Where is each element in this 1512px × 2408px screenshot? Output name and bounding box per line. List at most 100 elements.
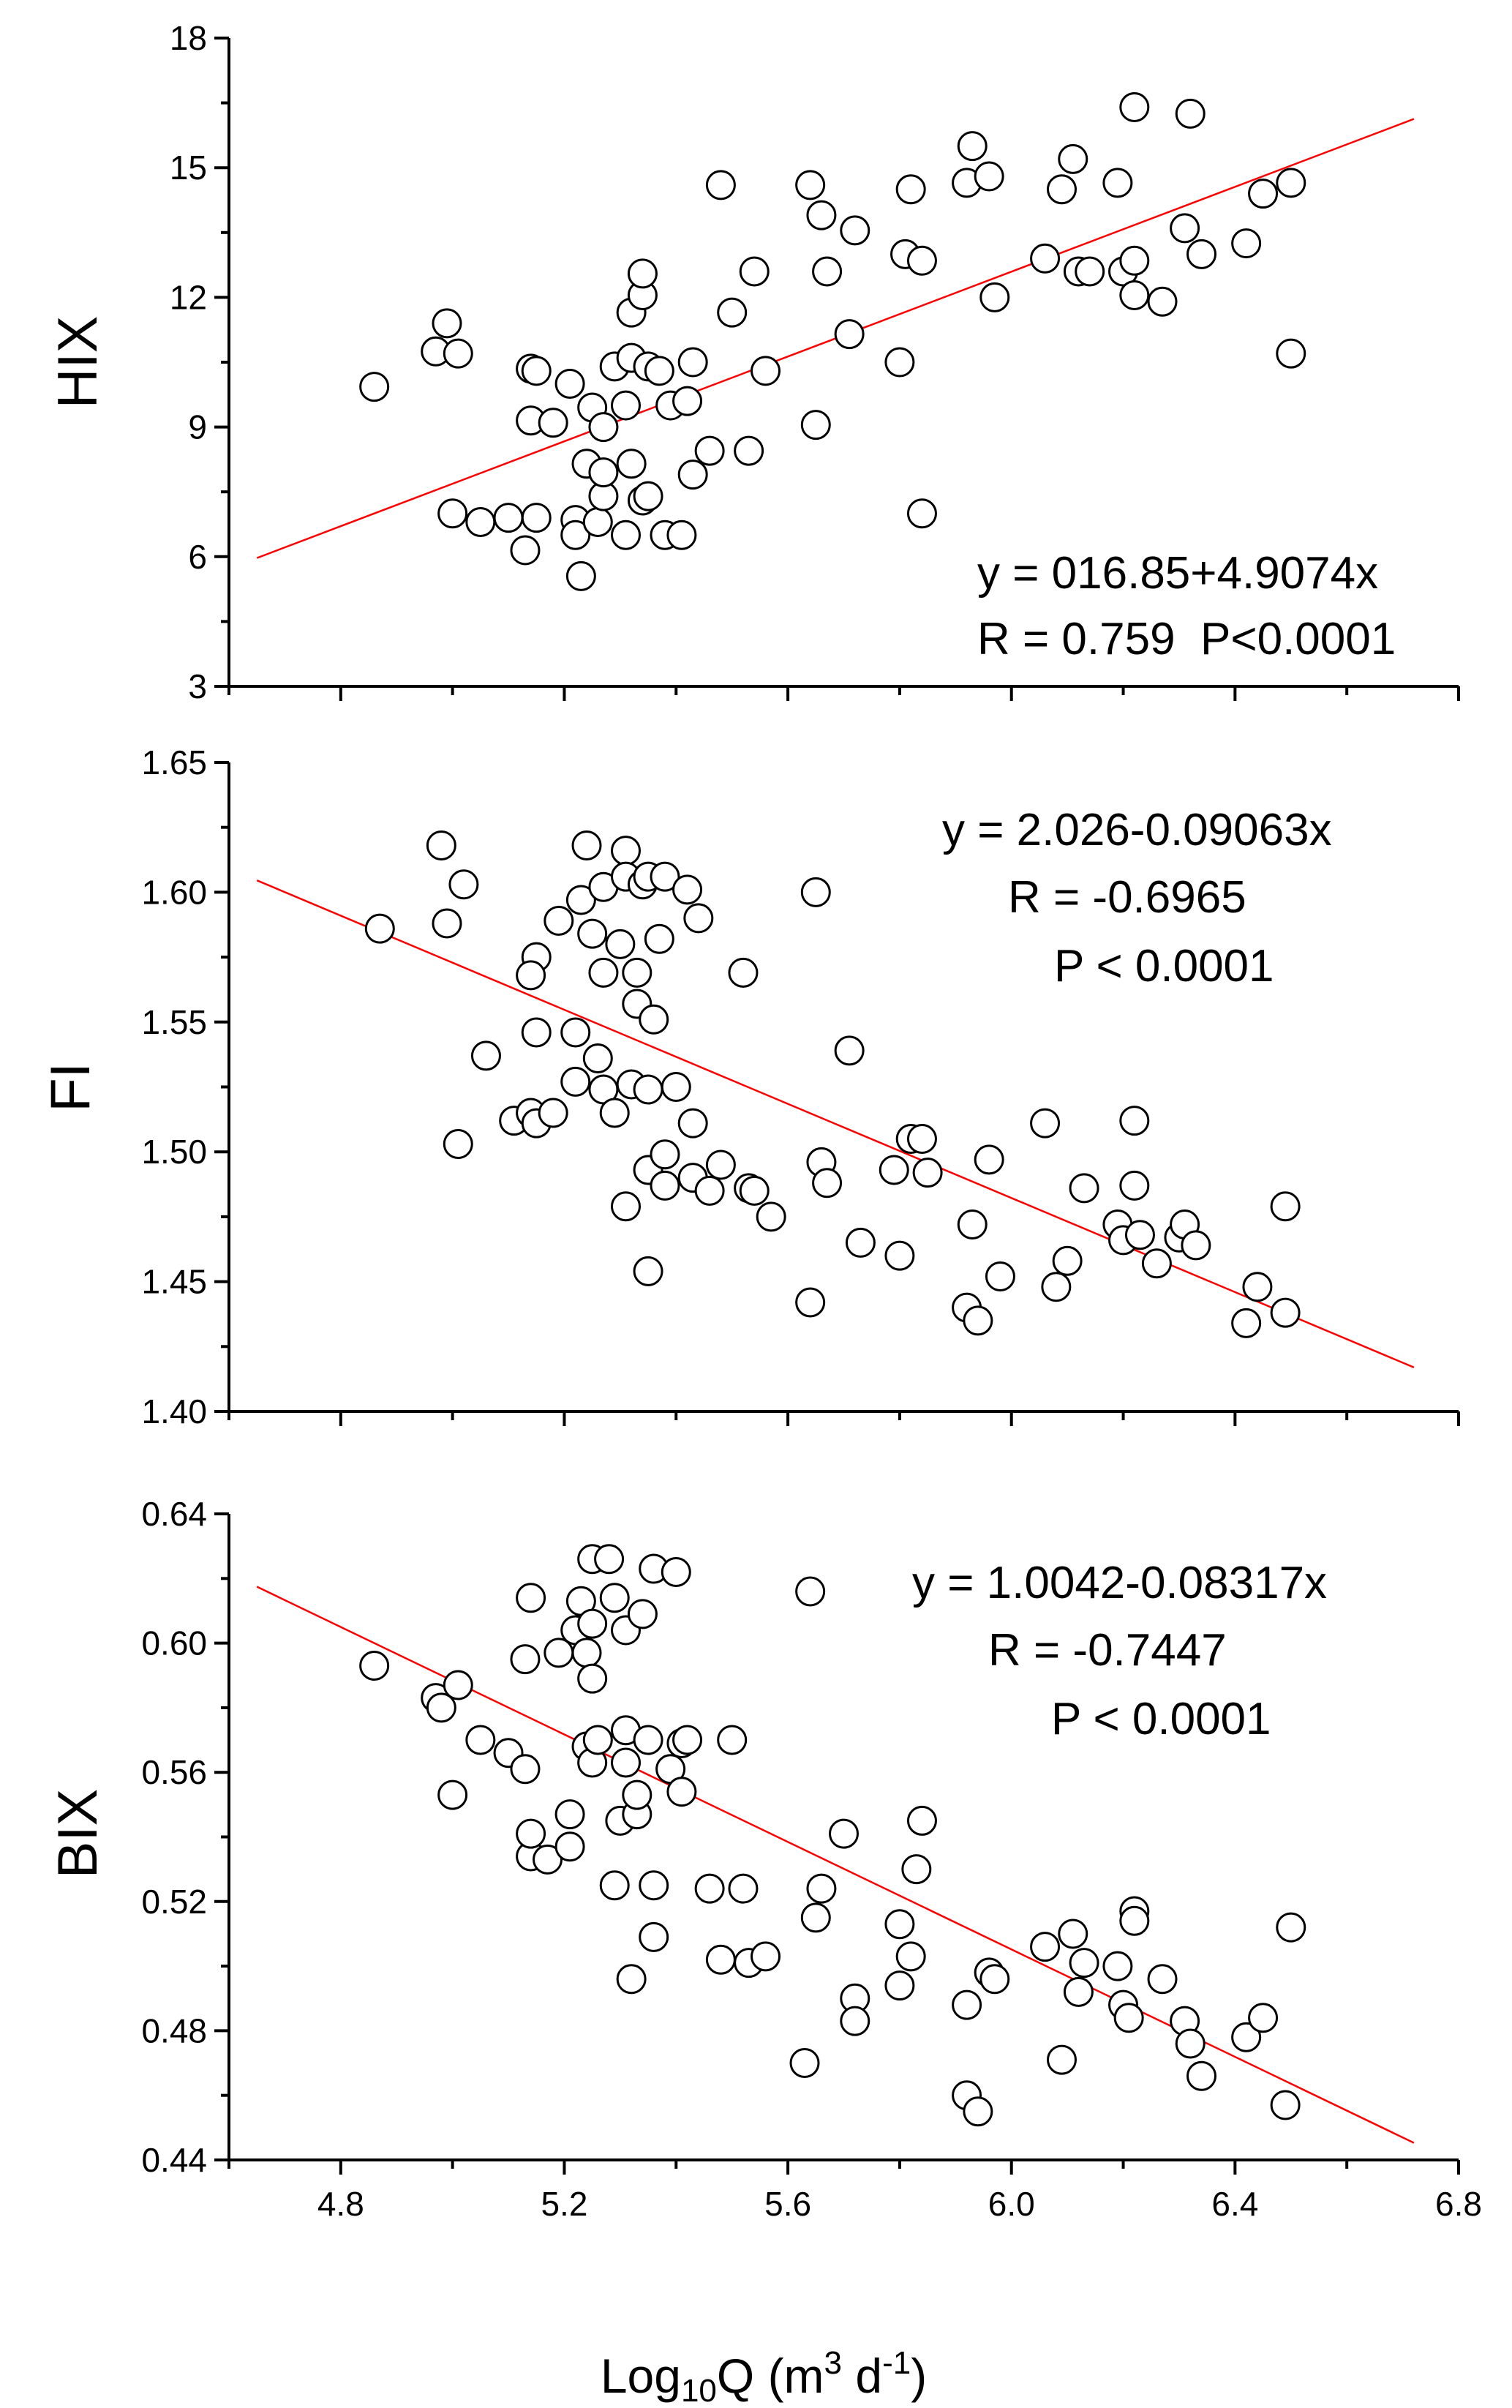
data-point — [879, 1155, 909, 1185]
data-point — [683, 903, 714, 934]
data-point — [1270, 1191, 1301, 1222]
y-tick-label: 6 — [188, 538, 207, 576]
data-point — [1270, 1297, 1301, 1328]
data-point — [650, 861, 680, 892]
data-point — [443, 1670, 473, 1700]
data-point — [521, 1017, 552, 1048]
data-point — [963, 2096, 993, 2127]
data-point — [616, 449, 647, 479]
data-point — [834, 319, 865, 350]
data-point — [627, 1599, 658, 1629]
x-tick-label: 5.2 — [541, 2185, 587, 2223]
data-point — [611, 836, 642, 866]
data-point — [577, 1663, 608, 1694]
panel-fi: 1.40 1.45 1.50 1.55 1.60 1.65 — [141, 743, 1460, 1430]
data-point — [599, 1098, 630, 1128]
data-point — [717, 1725, 748, 1755]
data-point — [694, 1175, 725, 1206]
data-point — [1113, 2003, 1144, 2033]
data-point — [1119, 1905, 1150, 1936]
data-point — [521, 356, 552, 386]
data-point — [666, 1777, 697, 1807]
data-point — [611, 390, 642, 421]
y-tick-label: 0.52 — [141, 1883, 207, 1921]
data-point — [806, 1873, 837, 1904]
data-point — [795, 1287, 826, 1318]
data-point — [672, 874, 703, 905]
data-point — [812, 256, 843, 287]
y-tick-label: 1.65 — [141, 743, 207, 781]
data-point — [1058, 1918, 1088, 1949]
data-point — [1046, 2044, 1077, 2075]
data-point — [1248, 2003, 1279, 2033]
data-point — [963, 1305, 993, 1336]
data-point — [1186, 239, 1217, 269]
data-point — [554, 1799, 585, 1830]
data-point — [582, 507, 613, 538]
y-tick-label: 9 — [188, 408, 207, 446]
y-tick-label: 0.48 — [141, 2011, 207, 2049]
data-point — [633, 1074, 663, 1105]
y-tick-label: 0.44 — [141, 2141, 207, 2179]
data-point — [611, 1747, 642, 1778]
data-point — [560, 1066, 591, 1097]
data-point — [734, 435, 764, 466]
data-point — [884, 347, 915, 378]
data-point — [364, 913, 395, 944]
data-point — [582, 1043, 613, 1073]
data-point — [633, 1725, 663, 1755]
data-point — [957, 131, 988, 162]
y-tick-label: 1.55 — [141, 1003, 207, 1041]
data-point — [1248, 179, 1279, 209]
data-point — [448, 869, 479, 900]
data-point — [1276, 338, 1306, 369]
data-point — [985, 1261, 1015, 1292]
data-point — [565, 885, 596, 915]
data-point — [672, 386, 703, 416]
data-point — [739, 256, 770, 287]
x-axis-title: Log10Q (m3 d-1) — [601, 2345, 927, 2408]
data-point — [359, 372, 390, 402]
data-point — [800, 410, 831, 440]
fi-axis-title: FI — [40, 1062, 102, 1112]
data-point — [426, 1692, 456, 1723]
data-point — [957, 1209, 988, 1240]
data-point — [912, 1158, 943, 1188]
data-point — [666, 520, 697, 550]
data-point — [633, 1256, 663, 1286]
data-point — [1276, 1912, 1306, 1943]
x-tick-label: 4.8 — [317, 2185, 364, 2223]
data-point — [756, 1201, 786, 1232]
data-point — [1124, 1220, 1155, 1250]
data-point — [800, 1902, 831, 1933]
data-point — [1181, 1230, 1211, 1261]
bix-axis-title: BIX — [47, 1789, 109, 1879]
y-tick-label: 1.50 — [141, 1133, 207, 1171]
data-point — [1175, 2028, 1206, 2059]
data-point — [795, 170, 826, 200]
data-point — [599, 1870, 630, 1901]
y-tick-label: 0.60 — [141, 1624, 207, 1662]
data-point — [906, 1805, 937, 1836]
data-point — [1119, 245, 1150, 276]
data-point — [672, 1725, 703, 1755]
data-point — [1170, 213, 1200, 244]
data-point — [493, 503, 524, 533]
data-point — [677, 460, 708, 490]
data-point — [1186, 2060, 1217, 2091]
data-point — [510, 1644, 541, 1675]
data-point — [639, 1004, 669, 1035]
data-point — [560, 520, 591, 550]
y-tick-label: 15 — [170, 149, 207, 187]
data-point — [717, 297, 748, 328]
y-tick-label: 3 — [188, 667, 207, 705]
data-point — [560, 1017, 591, 1048]
data-point — [677, 1108, 708, 1139]
data-point — [1231, 228, 1262, 259]
data-point — [1231, 1308, 1262, 1338]
data-point — [627, 258, 658, 289]
data-point — [538, 1098, 568, 1128]
data-point — [829, 1818, 859, 1849]
fi-r-value: R = -0.6965 — [1008, 872, 1246, 923]
data-point — [1102, 1951, 1133, 1981]
